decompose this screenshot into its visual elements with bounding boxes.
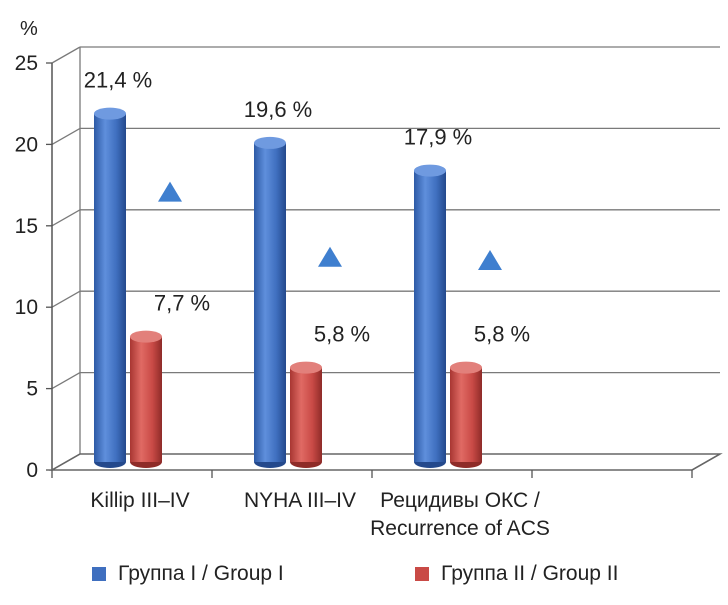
legend-swatch-group-1 <box>92 567 106 581</box>
gridline-side <box>51 209 81 227</box>
bar-cap <box>254 136 286 149</box>
y-tick-label: 5 <box>26 378 38 401</box>
bar <box>254 142 286 463</box>
floor-right-edge <box>691 453 721 471</box>
category-label: NYHA III–IV <box>244 489 356 512</box>
legend-label-group-1: Группа I / Group I <box>118 562 284 585</box>
bars <box>94 107 482 468</box>
y-tick-label: 10 <box>15 296 38 319</box>
gridline-side <box>51 46 81 64</box>
y-tick-labels: 0 5 10 15 20 25 <box>15 52 38 482</box>
bar <box>414 170 446 462</box>
y-tick-label: 20 <box>15 133 38 156</box>
gridlines <box>51 46 720 471</box>
data-label: 19,6 % <box>244 97 313 122</box>
category-label: Recurrence of ACS <box>370 517 550 540</box>
y-tick-label: 25 <box>15 52 38 75</box>
bar-cap <box>130 330 162 343</box>
y-tick-label: 0 <box>26 459 38 482</box>
gridline-side <box>51 290 81 308</box>
data-labels: 21,4 % 7,7 % 19,6 % 5,8 % 17,9 % 5,8 % <box>84 68 530 347</box>
category-label: Killip III–IV <box>90 489 189 512</box>
data-label: 21,4 % <box>84 68 153 93</box>
data-label: 5,8 % <box>474 322 530 347</box>
bar <box>450 367 482 462</box>
data-label: 17,9 % <box>404 125 473 150</box>
y-tick-label: 15 <box>15 215 38 238</box>
bar-chart: 0 5 10 15 20 25 21,4 % 7,7 % 19,6 % 5,8 % 17,9 % 5… <box>15 18 723 540</box>
bar <box>94 113 126 462</box>
category-labels: Killip III–IV NYHA III–IV Рецидивы ОКС / Re… <box>90 489 549 540</box>
triangle-marker <box>478 249 502 270</box>
data-label: 7,7 % <box>154 291 210 316</box>
y-unit-label: % <box>20 18 38 40</box>
bar-cap <box>94 107 126 120</box>
bar-cap <box>450 361 482 374</box>
legend-swatch-group-2 <box>415 567 429 581</box>
axes <box>46 62 723 478</box>
legend-label-group-2: Группа II / Group II <box>441 562 619 585</box>
triangle-markers <box>158 181 502 270</box>
gridline-side <box>51 127 81 145</box>
data-label: 5,8 % <box>314 322 370 347</box>
legend-item-group-1: Группа I / Group I <box>92 562 284 586</box>
triangle-marker <box>318 246 342 267</box>
gridline-side <box>51 372 81 390</box>
bar-cap <box>414 164 446 177</box>
category-label: Рецидивы ОКС / <box>380 489 540 512</box>
bar <box>130 336 162 462</box>
bar <box>290 367 322 462</box>
bar-cap <box>290 361 322 374</box>
legend-item-group-2: Группа II / Group II <box>415 562 618 586</box>
triangle-marker <box>158 181 182 202</box>
